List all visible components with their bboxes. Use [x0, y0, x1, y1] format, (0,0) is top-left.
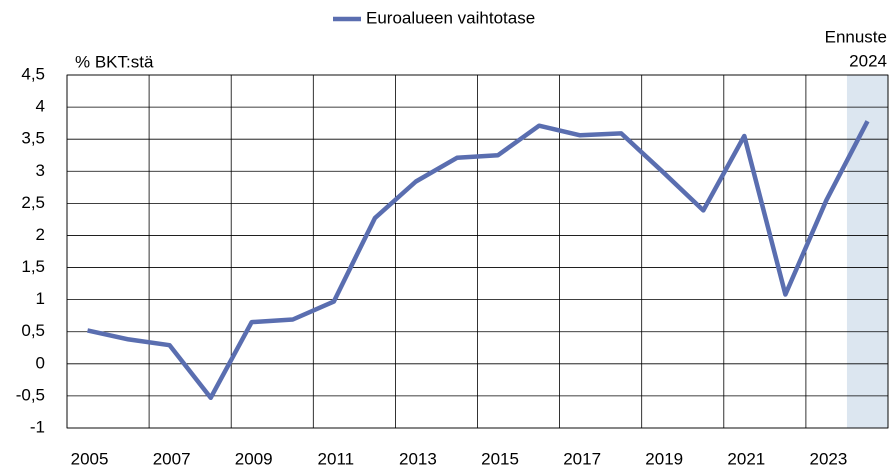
- annotation: 2024: [849, 51, 887, 70]
- y-tick-label: 2: [36, 225, 45, 244]
- x-tick-label: 2005: [71, 449, 109, 466]
- legend-label: Euroalueen vaihtotase: [366, 8, 535, 27]
- y-tick-label: 4: [36, 97, 45, 116]
- y-tick-label: 2,5: [21, 193, 45, 212]
- y-tick-label: 4,5: [21, 64, 45, 83]
- y-tick-label: 0: [36, 353, 45, 372]
- plot-frame: [66, 74, 889, 429]
- y-tick-label: 1,5: [21, 257, 45, 276]
- y-tick-label: -1: [30, 417, 45, 436]
- y-tick-label: 0,5: [21, 321, 45, 340]
- x-tick-label: 2021: [727, 449, 765, 466]
- y-tick-label: 1: [36, 289, 45, 308]
- x-tick-label: 2011: [318, 449, 355, 466]
- x-tick-label: 2013: [399, 449, 437, 466]
- x-tick-label: 2019: [645, 449, 683, 466]
- x-tick-label: 2007: [153, 449, 191, 466]
- x-tick-label: 2017: [563, 449, 601, 466]
- y-axis-label: % BKT:stä: [75, 52, 154, 71]
- x-tick-label: 2009: [235, 449, 273, 466]
- x-tick-label: 2023: [810, 449, 848, 466]
- series-line: [87, 120, 870, 401]
- annotation: Ennuste: [825, 27, 887, 46]
- y-tick-label: 3,5: [21, 129, 45, 148]
- x-tick-label: 2015: [481, 449, 519, 466]
- y-tick-label: 3: [36, 161, 45, 180]
- y-tick-label: -0,5: [16, 385, 45, 404]
- forecast-band: [846, 75, 888, 428]
